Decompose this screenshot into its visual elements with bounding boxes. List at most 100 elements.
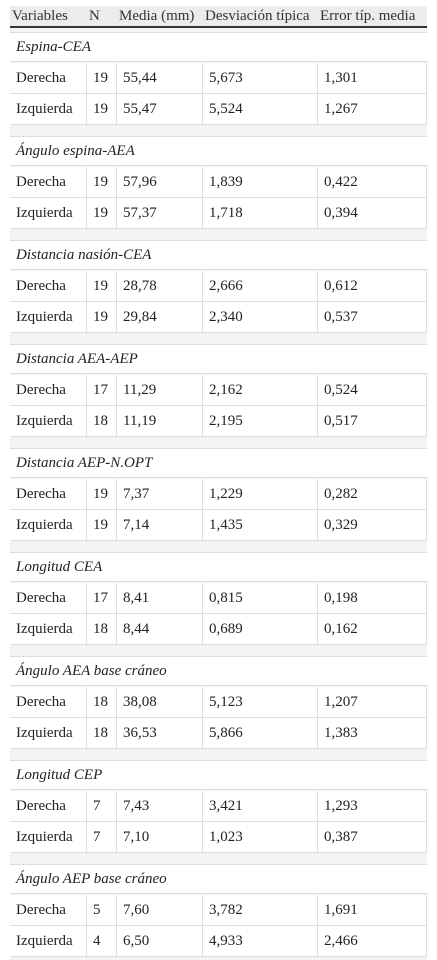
table-cell: 57,37 [117, 198, 203, 229]
table-cell: 1,301 [318, 63, 427, 94]
column-header: Media (mm) [117, 6, 203, 28]
table-cell: 1,267 [318, 94, 427, 125]
table-cell: 1,229 [203, 479, 318, 510]
table-cell: 28,78 [117, 271, 203, 302]
table-cell: 0,689 [203, 614, 318, 645]
table-cell: Izquierda [10, 614, 87, 645]
group-title: Distancia nasión-CEA [10, 240, 427, 270]
table-cell: 8,41 [117, 583, 203, 614]
table-cell: 19 [87, 479, 117, 510]
table-cell: 0,422 [318, 167, 427, 198]
table-cell: 5,673 [203, 63, 318, 94]
table-cell: Derecha [10, 479, 87, 510]
table-cell: 2,466 [318, 926, 427, 957]
table-cell: 2,666 [203, 271, 318, 302]
table-cell: 19 [87, 167, 117, 198]
table-cell: 7,37 [117, 479, 203, 510]
table-cell: 0,612 [318, 271, 427, 302]
table-cell: 1,718 [203, 198, 318, 229]
table-cell: Derecha [10, 687, 87, 718]
group-title: Longitud CEP [10, 760, 427, 790]
table-cell: 7 [87, 791, 117, 822]
table-cell: 5 [87, 895, 117, 926]
table-cell: 0,387 [318, 822, 427, 853]
table-cell: 0,815 [203, 583, 318, 614]
table-cell: 2,340 [203, 302, 318, 333]
table-cell: 1,383 [318, 718, 427, 749]
table-cell: 18 [87, 406, 117, 437]
column-header: N [87, 6, 117, 28]
column-header: Desviación típica [203, 6, 318, 28]
table-cell: 0,329 [318, 510, 427, 541]
table-cell: Derecha [10, 583, 87, 614]
table-cell: 0,198 [318, 583, 427, 614]
table-cell: Izquierda [10, 822, 87, 853]
table-cell: Derecha [10, 791, 87, 822]
table-cell: 29,84 [117, 302, 203, 333]
table-cell: 19 [87, 302, 117, 333]
group-title: Ángulo AEP base cráneo [10, 864, 427, 894]
table-cell: 5,524 [203, 94, 318, 125]
table-cell: Derecha [10, 375, 87, 406]
table-cell: 55,44 [117, 63, 203, 94]
table-cell: 17 [87, 375, 117, 406]
table-cell: 0,517 [318, 406, 427, 437]
table-cell: 36,53 [117, 718, 203, 749]
table-cell: 19 [87, 63, 117, 94]
group-title: Longitud CEA [10, 552, 427, 582]
table-cell: Derecha [10, 167, 87, 198]
table-cell: Izquierda [10, 406, 87, 437]
group-title: Ángulo espina-AEA [10, 136, 427, 166]
table-cell: 1,691 [318, 895, 427, 926]
table-cell: 6,50 [117, 926, 203, 957]
table-cell: 0,162 [318, 614, 427, 645]
table-cell: 7,60 [117, 895, 203, 926]
table-cell: 0,394 [318, 198, 427, 229]
table-cell: 1,839 [203, 167, 318, 198]
table-cell: Derecha [10, 895, 87, 926]
table-cell: 7,14 [117, 510, 203, 541]
table-cell: 4,933 [203, 926, 318, 957]
group-title: Ángulo AEA base cráneo [10, 656, 427, 686]
table-cell: 11,29 [117, 375, 203, 406]
table-cell: Izquierda [10, 198, 87, 229]
table-cell: 0,524 [318, 375, 427, 406]
table-cell: 7,10 [117, 822, 203, 853]
table-cell: 7 [87, 822, 117, 853]
table-cell: 3,421 [203, 791, 318, 822]
table-cell: Derecha [10, 271, 87, 302]
table-cell: 57,96 [117, 167, 203, 198]
group-title: Distancia AEA-AEP [10, 344, 427, 374]
table-cell: 38,08 [117, 687, 203, 718]
table-cell: Izquierda [10, 94, 87, 125]
column-header: Error típ. media [318, 6, 427, 28]
table-cell: 1,023 [203, 822, 318, 853]
table-cell: 17 [87, 583, 117, 614]
table-cell: Izquierda [10, 926, 87, 957]
group-title: Espina-CEA [10, 32, 427, 62]
table-cell: 1,435 [203, 510, 318, 541]
table-cell: 19 [87, 94, 117, 125]
table-cell: 5,123 [203, 687, 318, 718]
table-cell: 19 [87, 510, 117, 541]
table-cell: 4 [87, 926, 117, 957]
group-title: Distancia AEP-N.OPT [10, 448, 427, 478]
table-cell: 5,866 [203, 718, 318, 749]
column-header: Variables [10, 6, 87, 28]
table-cell: 0,537 [318, 302, 427, 333]
table-cell: 1,207 [318, 687, 427, 718]
table-cell: 19 [87, 271, 117, 302]
table: Variables N Media (mm) Desviación típica Err… [10, 6, 427, 960]
table-cell: 3,782 [203, 895, 318, 926]
table-cell: 18 [87, 718, 117, 749]
table-cell: Izquierda [10, 718, 87, 749]
table-cell: 55,47 [117, 94, 203, 125]
table-cell: Izquierda [10, 510, 87, 541]
table-cell: 8,44 [117, 614, 203, 645]
table-cell: 7,43 [117, 791, 203, 822]
table-cell: 19 [87, 198, 117, 229]
table-cell: 11,19 [117, 406, 203, 437]
table-cell: Izquierda [10, 302, 87, 333]
table-cell: 1,293 [318, 791, 427, 822]
